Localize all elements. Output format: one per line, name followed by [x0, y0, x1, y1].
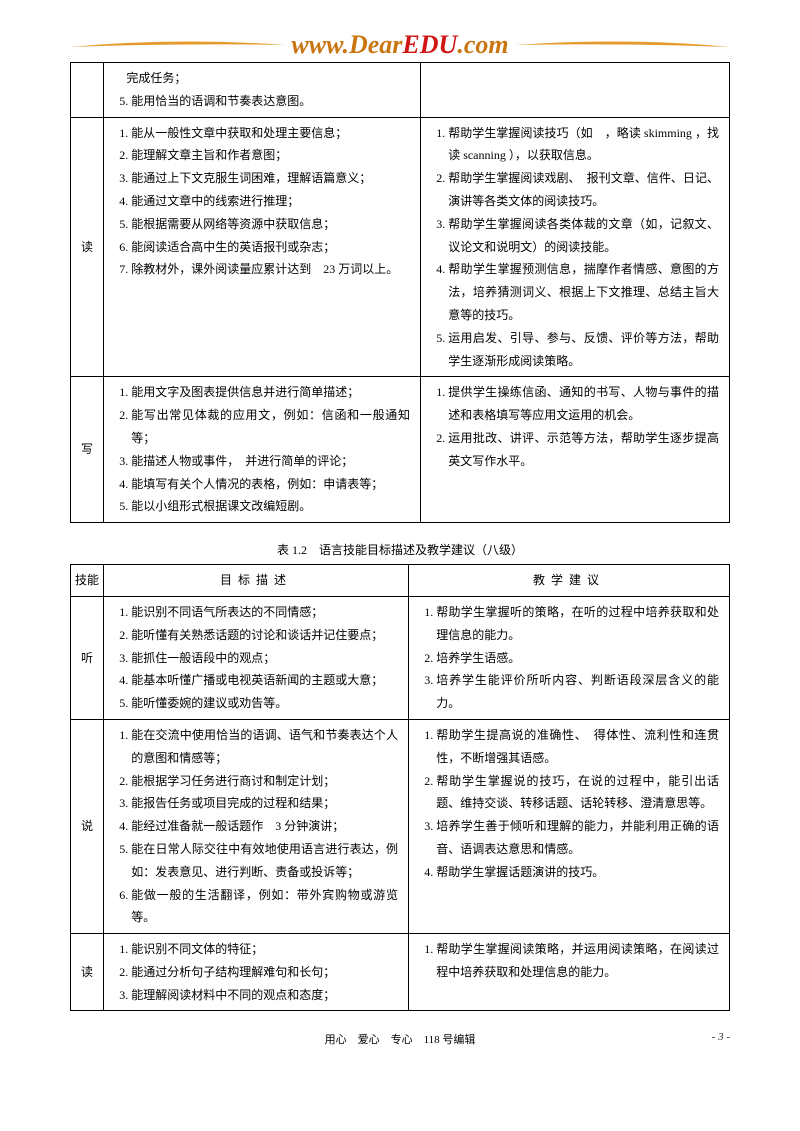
- list-item: 能做一般的生活翻译，例如：带外宾购物或游览等。: [131, 884, 400, 930]
- table-row: 读 能识别不同文体的特征； 能通过分析句子结构理解难句和长句； 能理解阅读材料中…: [71, 934, 730, 1011]
- list-item: 能描述人物或事件， 并进行简单的评论；: [131, 450, 412, 473]
- list-item: 帮助学生掌握阅读各类体裁的文章（如，记叙文、议论文和说明文）的阅读技能。: [448, 213, 721, 259]
- list-item: 能理解阅读材料中不同的观点和态度；: [131, 984, 400, 1007]
- page: www.DearEDU.com 完成任务； 能用恰当的语调和节奏表达意图。 读 …: [0, 0, 800, 1067]
- list-item: 帮助学生掌握预测信息，揣摩作者情感、意图的方法，培养猜测词义、根据上下文推理、总…: [448, 258, 721, 326]
- list-item: 能以小组形式根据课文改编短剧。: [131, 495, 412, 518]
- logo-swoosh: www.DearEDU.com: [70, 30, 730, 60]
- suggest-cell: 帮助学生提高说的准确性、 得体性、流利性和连贯性，不断增强其语感。 帮助学生掌握…: [409, 719, 730, 933]
- list-item: 能通过文章中的线索进行推理；: [131, 190, 412, 213]
- list-item: 能根据学习任务进行商讨和制定计划；: [131, 770, 400, 793]
- list-item: 帮助学生掌握阅读戏剧、 报刊文章、信件、日记、演讲等各类文体的阅读技巧。: [448, 167, 721, 213]
- list-item: 运用启发、引导、参与、反馈、评价等方法，帮助学生逐渐形成阅读策略。: [448, 327, 721, 373]
- skill-cell-read: 读: [71, 117, 104, 377]
- target-list: 能用文字及图表提供信息并进行简单描述； 能写出常见体裁的应用文，例如：信函和一般…: [112, 381, 412, 518]
- list-item: 能用恰当的语调和节奏表达意图。: [131, 90, 412, 113]
- list-item: 提供学生操练信函、通知的书写、人物与事件的描述和表格填写等应用文运用的机会。: [448, 381, 721, 427]
- skill-cell-speak: 说: [71, 719, 104, 933]
- list-item: 能识别不同语气所表达的不同情感；: [131, 601, 400, 624]
- table-row: 读 能从一般性文章中获取和处理主要信息； 能理解文章主旨和作者意图； 能通过上下…: [71, 117, 730, 377]
- list-item: 能通过上下文克服生词困难，理解语篇意义；: [131, 167, 412, 190]
- list-item: 帮助学生提高说的准确性、 得体性、流利性和连贯性，不断增强其语感。: [436, 724, 721, 770]
- list-item: 能在日常人际交往中有效地使用语言进行表达，例如：发表意见、进行判断、责备或投诉等…: [131, 838, 400, 884]
- table-level7: 完成任务； 能用恰当的语调和节奏表达意图。 读 能从一般性文章中获取和处理主要信…: [70, 62, 730, 523]
- skill-cell-read2: 读: [71, 934, 104, 1011]
- target-cell: 能从一般性文章中获取和处理主要信息； 能理解文章主旨和作者意图； 能通过上下文克…: [104, 117, 421, 377]
- suggest-cell: 提供学生操练信函、通知的书写、人物与事件的描述和表格填写等应用文运用的机会。 运…: [421, 377, 730, 523]
- list-item: 能根据需要从网络等资源中获取信息；: [131, 213, 412, 236]
- list-item: 能通过分析句子结构理解难句和长句；: [131, 961, 400, 984]
- header-target: 目标描述: [104, 565, 409, 597]
- header-logo: www.DearEDU.com: [70, 30, 730, 60]
- list-item: 能报告任务或项目完成的过程和结果；: [131, 792, 400, 815]
- suggest-list: 帮助学生掌握听的策略，在听的过程中培养获取和处理信息的能力。 培养学生语感。 培…: [417, 601, 721, 715]
- list-item: 能理解文章主旨和作者意图；: [131, 144, 412, 167]
- list-item: 能听懂有关熟悉话题的讨论和谈话并记住要点；: [131, 624, 400, 647]
- list-item: 能在交流中使用恰当的语调、语气和节奏表达个人的意图和情感等；: [131, 724, 400, 770]
- list-item: 帮助学生掌握阅读策略，并运用阅读策略，在阅读过程中培养获取和处理信息的能力。: [436, 938, 721, 984]
- list-item: 培养学生语感。: [436, 647, 721, 670]
- suggest-list: 帮助学生提高说的准确性、 得体性、流利性和连贯性，不断增强其语感。 帮助学生掌握…: [417, 724, 721, 884]
- list-item: 能从一般性文章中获取和处理主要信息；: [131, 122, 412, 145]
- logo-com: .com: [457, 30, 508, 59]
- list-item: 能识别不同文体的特征；: [131, 938, 400, 961]
- list-item: 能听懂委婉的建议或劝告等。: [131, 692, 400, 715]
- suggest-cell: [421, 63, 730, 118]
- logo-edu: EDU: [402, 30, 457, 59]
- list-item: 完成任务；: [112, 67, 412, 90]
- target-cell: 能在交流中使用恰当的语调、语气和节奏表达个人的意图和情感等； 能根据学习任务进行…: [104, 719, 409, 933]
- suggest-cell: 帮助学生掌握听的策略，在听的过程中培养获取和处理信息的能力。 培养学生语感。 培…: [409, 596, 730, 719]
- list-item: 能抓住一般语段中的观点；: [131, 647, 400, 670]
- list-item: 帮助学生掌握阅读技巧（如 ，略读 skimming ，找读 scanning ）…: [448, 122, 721, 168]
- suggest-list: 提供学生操练信函、通知的书写、人物与事件的描述和表格填写等应用文运用的机会。 运…: [429, 381, 721, 472]
- swoosh-right-icon: [515, 39, 730, 51]
- target-cell: 能识别不同语气所表达的不同情感； 能听懂有关熟悉话题的讨论和谈话并记住要点； 能…: [104, 596, 409, 719]
- target-cell: 完成任务； 能用恰当的语调和节奏表达意图。: [104, 63, 421, 118]
- list-item: 帮助学生掌握话题演讲的技巧。: [436, 861, 721, 884]
- suggest-cell: 帮助学生掌握阅读技巧（如 ，略读 skimming ，找读 scanning ）…: [421, 117, 730, 377]
- list-item: 运用批改、讲评、示范等方法，帮助学生逐步提高英文写作水平。: [448, 427, 721, 473]
- target-list: 能用恰当的语调和节奏表达意图。: [112, 90, 412, 113]
- list-item: 培养学生善于倾听和理解的能力，并能利用正确的语音、语调表达意思和情感。: [436, 815, 721, 861]
- table-header-row: 技能 目标描述 教学建议: [71, 565, 730, 597]
- table-level8: 技能 目标描述 教学建议 听 能识别不同语气所表达的不同情感； 能听懂有关熟悉话…: [70, 564, 730, 1011]
- list-item: 除教材外，课外阅读量应累计达到 23 万词以上。: [131, 258, 412, 281]
- swoosh-left-icon: [70, 39, 285, 51]
- target-list: 能识别不同语气所表达的不同情感； 能听懂有关熟悉话题的讨论和谈话并记住要点； 能…: [112, 601, 400, 715]
- target-list: 能从一般性文章中获取和处理主要信息； 能理解文章主旨和作者意图； 能通过上下文克…: [112, 122, 412, 282]
- target-cell: 能用文字及图表提供信息并进行简单描述； 能写出常见体裁的应用文，例如：信函和一般…: [104, 377, 421, 523]
- table-row: 听 能识别不同语气所表达的不同情感； 能听懂有关熟悉话题的讨论和谈话并记住要点；…: [71, 596, 730, 719]
- list-item: 帮助学生掌握说的技巧，在说的过程中，能引出话题、维持交谈、转移话题、话轮转移、澄…: [436, 770, 721, 816]
- skill-cell-write: 写: [71, 377, 104, 523]
- skill-cell-listen: 听: [71, 596, 104, 719]
- suggest-list: 帮助学生掌握阅读技巧（如 ，略读 skimming ，找读 scanning ）…: [429, 122, 721, 373]
- logo-text: www.DearEDU.com: [291, 30, 508, 60]
- logo-www: www.: [291, 30, 349, 59]
- table-row: 写 能用文字及图表提供信息并进行简单描述； 能写出常见体裁的应用文，例如：信函和…: [71, 377, 730, 523]
- footer-center: 用心 爱心 专心 118 号编辑: [70, 1031, 730, 1047]
- list-item: 能阅读适合高中生的英语报刊或杂志；: [131, 236, 412, 259]
- target-list: 能在交流中使用恰当的语调、语气和节奏表达个人的意图和情感等； 能根据学习任务进行…: [112, 724, 400, 929]
- list-item: 能经过准备就一般话题作 3 分钟演讲；: [131, 815, 400, 838]
- list-item: 培养学生能评价所听内容、判断语段深层含义的能力。: [436, 669, 721, 715]
- table-row: 完成任务； 能用恰当的语调和节奏表达意图。: [71, 63, 730, 118]
- list-item: 帮助学生掌握听的策略，在听的过程中培养获取和处理信息的能力。: [436, 601, 721, 647]
- target-list: 能识别不同文体的特征； 能通过分析句子结构理解难句和长句； 能理解阅读材料中不同…: [112, 938, 400, 1006]
- list-item: 能基本听懂广播或电视英语新闻的主题或大意；: [131, 669, 400, 692]
- header-suggest: 教学建议: [409, 565, 730, 597]
- target-cell: 能识别不同文体的特征； 能通过分析句子结构理解难句和长句； 能理解阅读材料中不同…: [104, 934, 409, 1011]
- list-item: 能写出常见体裁的应用文，例如：信函和一般通知等；: [131, 404, 412, 450]
- page-footer: 用心 爱心 专心 118 号编辑 - 3 -: [70, 1031, 730, 1047]
- list-item: 能填写有关个人情况的表格，例如：申请表等；: [131, 473, 412, 496]
- table-row: 说 能在交流中使用恰当的语调、语气和节奏表达个人的意图和情感等； 能根据学习任务…: [71, 719, 730, 933]
- list-item: 能用文字及图表提供信息并进行简单描述；: [131, 381, 412, 404]
- logo-ear: ear: [368, 30, 403, 59]
- header-skill: 技能: [71, 565, 104, 597]
- footer-page-number: - 3 -: [712, 1031, 730, 1043]
- table2-caption: 表 1.2 语言技能目标描述及教学建议（八级）: [70, 541, 730, 558]
- suggest-list: 帮助学生掌握阅读策略，并运用阅读策略，在阅读过程中培养获取和处理信息的能力。: [417, 938, 721, 984]
- logo-d: D: [349, 30, 368, 59]
- suggest-cell: 帮助学生掌握阅读策略，并运用阅读策略，在阅读过程中培养获取和处理信息的能力。: [409, 934, 730, 1011]
- skill-cell-empty: [71, 63, 104, 118]
